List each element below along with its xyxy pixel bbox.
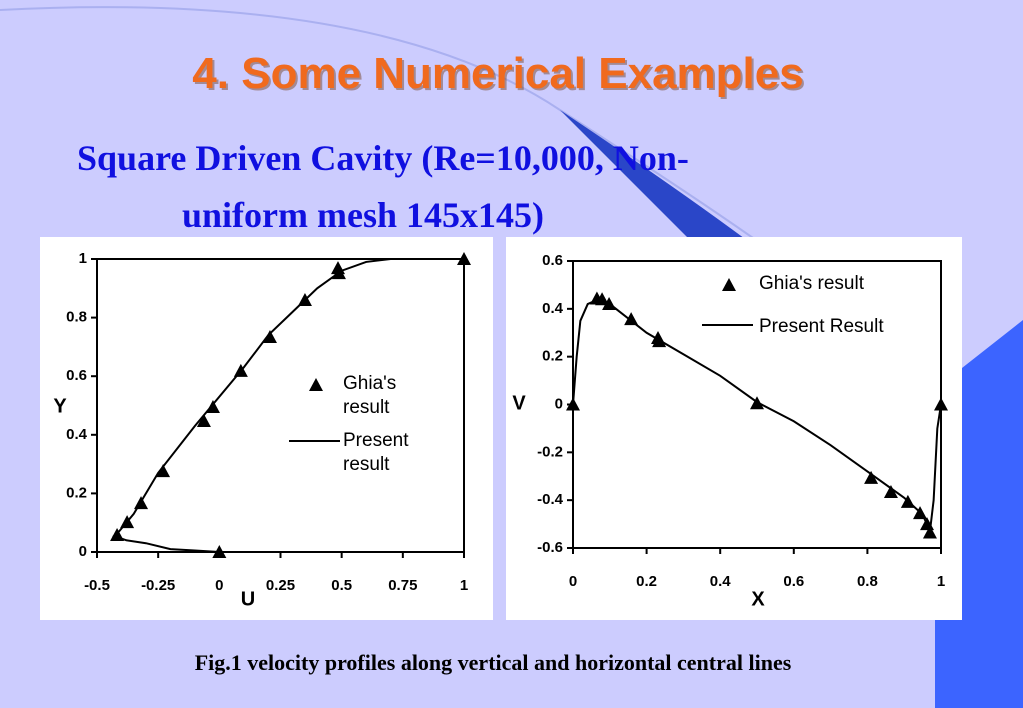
y-tick-label: 0.4 [66,426,88,443]
subtitle: uniform mesh 145x145) [182,195,544,235]
chart-panel [506,237,962,620]
legend-label: Present Result [759,316,884,337]
legend-entry: Ghia's result [759,273,865,294]
marker [624,312,639,326]
decor-panel [935,320,1023,708]
y-tick-label: -0.2 [537,443,563,460]
x-axis-label: X [751,588,765,610]
marker [864,470,879,484]
x-tick-label: 1 [937,573,945,590]
marker [196,414,211,428]
marker [934,397,948,411]
legend-marker [722,278,736,291]
y-tick-label: 0.8 [66,309,87,326]
x-tick-label: 1 [460,577,468,594]
x-tick-label: 0 [569,573,577,590]
x-tick-label: 0.6 [783,573,804,590]
legend-label: Present result [343,430,409,475]
caption: Fig.1 velocity profiles along vertical a… [195,650,792,675]
y-axis-label: V [512,392,526,414]
series-line [112,258,464,553]
x-tick-label: -0.5 [84,577,110,594]
marker [156,464,171,478]
chart-panel [40,237,493,620]
x-axis-label: U [241,588,255,610]
x-tick-label: 0.75 [388,577,417,594]
legend-label: Ghia's result [759,273,865,294]
subtitle: Square Driven Cavity (Re=10,000, Non- [77,138,689,178]
marker [262,329,277,343]
y-tick-label: 0 [555,395,563,412]
x-tick-label: 0.5 [331,577,352,594]
x-tick-label: 0.25 [266,577,295,594]
legend-label: Ghia's result [343,373,397,418]
x-tick-label: 0.8 [857,573,878,590]
y-tick-label: 0.4 [542,300,564,317]
title-shadow: 4. Some Numerical Examples [194,51,805,100]
y-tick-label: 0 [79,543,87,560]
decor-curve [0,6,771,251]
y-tick-label: 0.6 [66,367,87,384]
marker [883,485,898,499]
x-tick-label: 0 [215,577,223,594]
series-line [572,298,942,536]
x-tick-label: -0.25 [141,577,175,594]
y-tick-label: 0.6 [542,252,563,269]
decor-swoosh [560,110,760,250]
slide-title: 4. Some Numerical Examples [192,49,803,98]
legend-entry: Present result [343,430,409,475]
x-tick-label: 0.2 [636,573,657,590]
legend-entry: Present Result [759,316,884,337]
y-tick-label: 0.2 [542,348,563,365]
x-tick-label: 0.4 [710,573,732,590]
legend-entry: Ghia's result [343,373,397,418]
y-tick-label: -0.4 [537,491,564,508]
y-tick-label: 0.2 [66,484,87,501]
y-tick-label: 1 [79,250,87,267]
y-tick-label: -0.6 [537,539,563,556]
y-axis-label: Y [53,395,67,417]
legend-marker [309,378,323,391]
